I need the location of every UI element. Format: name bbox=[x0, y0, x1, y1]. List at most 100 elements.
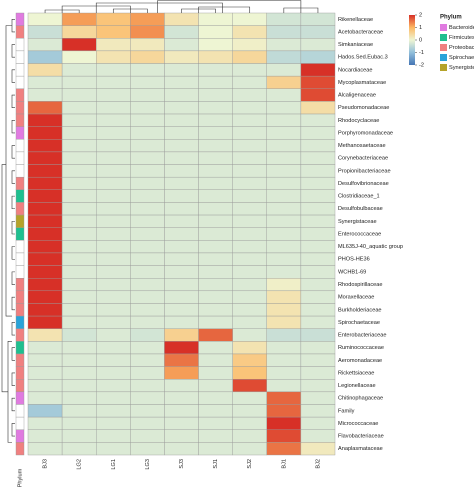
heatmap-cell bbox=[27, 379, 63, 393]
heatmap-cell bbox=[164, 341, 199, 355]
heatmap-cell bbox=[27, 315, 63, 329]
heatmap-cell bbox=[266, 63, 302, 77]
row-dendrogram bbox=[11, 170, 15, 184]
phylum-cell bbox=[15, 214, 25, 228]
heatmap-cell bbox=[198, 38, 233, 52]
heatmap-cell bbox=[232, 75, 267, 89]
heatmap-cell bbox=[164, 240, 199, 254]
heatmap-cell bbox=[232, 328, 267, 342]
heatmap-cell bbox=[232, 303, 267, 317]
row-dendrogram bbox=[11, 195, 15, 210]
heatmap-cell bbox=[96, 303, 131, 317]
phylum-cell bbox=[15, 391, 25, 405]
phylum-cell bbox=[15, 63, 25, 77]
heatmap-cell bbox=[130, 429, 165, 443]
heatmap-cell bbox=[300, 252, 336, 266]
row-label: Synergistaceae bbox=[338, 219, 377, 225]
heatmap-cell bbox=[198, 214, 233, 228]
heatmap-cell bbox=[27, 101, 63, 115]
heatmap-cell bbox=[130, 341, 165, 355]
column-label: BJ3 bbox=[43, 459, 49, 469]
phylum-cell bbox=[15, 303, 25, 317]
heatmap-cell bbox=[300, 366, 336, 380]
heatmap-cell bbox=[130, 328, 165, 342]
heatmap-cell bbox=[130, 50, 165, 64]
heatmap-cell bbox=[130, 353, 165, 367]
heatmap-cell bbox=[130, 113, 165, 127]
heatmap-cell bbox=[61, 404, 97, 418]
phylum-cell bbox=[15, 278, 25, 292]
row-label: Legionellaceae bbox=[338, 383, 376, 389]
column-label: BJ1 bbox=[281, 459, 287, 469]
phylum-cell bbox=[15, 25, 25, 39]
heatmap-cell bbox=[300, 442, 336, 456]
heatmap-cell bbox=[198, 303, 233, 317]
heatmap-cell bbox=[130, 164, 165, 178]
heatmap-cell bbox=[266, 214, 302, 228]
heatmap-cell bbox=[27, 429, 63, 443]
heatmap-cell bbox=[164, 101, 199, 115]
column-dendrogram bbox=[157, 0, 302, 13]
heatmap-cell bbox=[198, 63, 233, 77]
heatmap-cell bbox=[300, 379, 336, 393]
heatmap-cell bbox=[61, 391, 97, 405]
legend-swatch bbox=[440, 24, 447, 31]
heatmap-cell bbox=[198, 227, 233, 241]
color-bar-label: -1 bbox=[419, 50, 424, 56]
phylum-cell bbox=[15, 101, 25, 115]
heatmap-cell bbox=[300, 25, 336, 39]
heatmap-cell bbox=[232, 379, 267, 393]
heatmap-cell bbox=[130, 151, 165, 165]
column-label: LG2 bbox=[77, 459, 83, 470]
heatmap-cell bbox=[198, 278, 233, 292]
row-dendrogram bbox=[11, 44, 15, 58]
heatmap-cell bbox=[266, 50, 302, 64]
heatmap-cell bbox=[96, 290, 131, 304]
row-dendrogram bbox=[11, 19, 15, 33]
heatmap-cell bbox=[266, 75, 302, 89]
heatmap-cell bbox=[61, 252, 97, 266]
heatmap-cell bbox=[164, 189, 199, 203]
row-label: WCHB1-69 bbox=[338, 269, 366, 275]
heatmap-cell bbox=[96, 353, 131, 367]
heatmap-cell bbox=[61, 341, 97, 355]
heatmap-cell bbox=[61, 151, 97, 165]
heatmap-cell bbox=[198, 12, 233, 26]
heatmap-cell bbox=[27, 353, 63, 367]
heatmap-cell bbox=[164, 315, 199, 329]
heatmap-cell bbox=[164, 353, 199, 367]
heatmap-cell bbox=[164, 63, 199, 77]
heatmap-cell bbox=[130, 214, 165, 228]
row-label: Family bbox=[338, 408, 355, 414]
heatmap-cell bbox=[232, 12, 267, 26]
heatmap-cell bbox=[61, 416, 97, 430]
row-label: Moraxellaceae bbox=[338, 295, 374, 301]
phylum-cell bbox=[15, 151, 25, 165]
heatmap-cell bbox=[232, 341, 267, 355]
heatmap-cell bbox=[96, 240, 131, 254]
heatmap-cell bbox=[130, 63, 165, 77]
heatmap-cell bbox=[266, 202, 302, 216]
heatmap-cell bbox=[300, 63, 336, 77]
heatmap-cell bbox=[198, 366, 233, 380]
heatmap-cell bbox=[198, 240, 233, 254]
heatmap-cell bbox=[232, 265, 267, 279]
heatmap-cell bbox=[96, 315, 131, 329]
heatmap-cell bbox=[300, 240, 336, 254]
heatmap-cell bbox=[61, 75, 97, 89]
heatmap-cell bbox=[96, 50, 131, 64]
heatmap-cell bbox=[164, 227, 199, 241]
heatmap-cell bbox=[232, 278, 267, 292]
heatmap-cell bbox=[198, 252, 233, 266]
heatmap-cell bbox=[266, 442, 302, 456]
column-dendrogram bbox=[95, 2, 223, 13]
heatmap-cell bbox=[266, 227, 302, 241]
heatmap-cell bbox=[266, 278, 302, 292]
heatmap-cell bbox=[266, 328, 302, 342]
heatmap-cell bbox=[198, 50, 233, 64]
heatmap-cell bbox=[198, 353, 233, 367]
heatmap-cell bbox=[164, 303, 199, 317]
heatmap-cell bbox=[300, 75, 336, 89]
heatmap-cell bbox=[164, 164, 199, 178]
heatmap-cell bbox=[27, 442, 63, 456]
